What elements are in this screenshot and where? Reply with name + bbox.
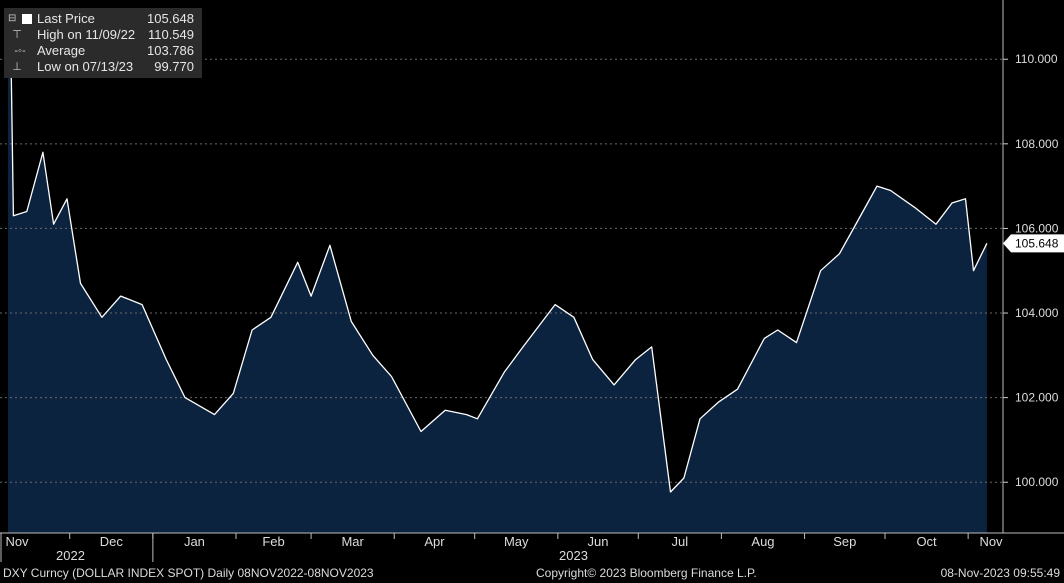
price-line [7, 35, 988, 493]
legend-average: -◦- Average 103.786 [4, 43, 202, 59]
average-marker-icon: -◦- [14, 45, 26, 57]
high-marker-icon: ⊤ [12, 29, 22, 41]
x-month-label: Mar [341, 534, 364, 549]
x-month-label: Feb [262, 534, 284, 549]
legend-high: ⊤ High on 11/09/22 110.549 [4, 27, 202, 43]
timestamp: 08-Nov-2023 09:55:49 [940, 566, 1060, 580]
x-month-label: May [504, 534, 529, 549]
x-month-label: Oct [916, 534, 937, 549]
last-price-marker [1003, 234, 1064, 253]
x-month-label: Jan [184, 534, 205, 549]
x-month-label: Aug [751, 534, 774, 549]
y-tick-label: 104.000 [1015, 306, 1059, 320]
x-month-label: Apr [424, 534, 445, 549]
x-month-label: Jul [672, 534, 689, 549]
legend-last-price: ⊟ Last Price 105.648 [8, 11, 194, 26]
y-tick-label: 100.000 [1015, 475, 1059, 489]
last-price-square-icon [22, 14, 32, 24]
price-area-fill [8, 36, 987, 533]
last-price-label: 105.648 [1015, 236, 1059, 250]
copyright-text: Copyright© 2023 Bloomberg Finance L.P. [536, 566, 757, 580]
year-label-2023: 2023 [559, 548, 588, 563]
year-label-2022: 2022 [56, 548, 85, 563]
low-marker-icon: ⊥ [12, 61, 22, 73]
ticker-description: DXY Curncy (DOLLAR INDEX SPOT) Daily 08N… [3, 566, 374, 580]
y-tick-label: 102.000 [1015, 391, 1059, 405]
y-tick-label: 110.000 [1015, 52, 1058, 66]
legend-box: ⊟ Last Price 105.648 ⊤ High on 11/09/22 … [4, 8, 202, 78]
x-month-label: Nov [979, 534, 1003, 549]
x-month-label: Nov [5, 534, 29, 549]
x-month-label: Dec [100, 534, 124, 549]
y-tick-label: 106.000 [1015, 221, 1059, 235]
y-tick-label: 108.000 [1015, 137, 1059, 151]
legend-collapse-icon[interactable]: ⊟ [8, 13, 17, 24]
legend-low: ⊥ Low on 07/13/23 99.770 [4, 59, 202, 75]
x-month-label: Sep [833, 534, 856, 549]
x-month-label: Jun [588, 534, 609, 549]
